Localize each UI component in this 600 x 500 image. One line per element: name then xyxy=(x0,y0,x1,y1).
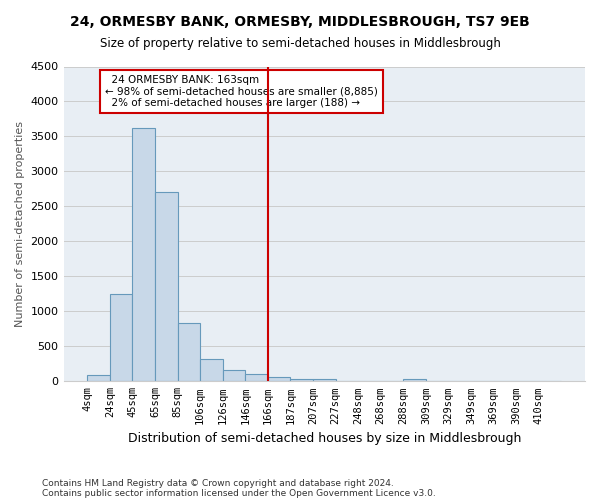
Bar xyxy=(403,379,426,382)
Bar xyxy=(133,128,155,382)
Bar xyxy=(155,192,178,382)
Y-axis label: Number of semi-detached properties: Number of semi-detached properties xyxy=(15,121,25,327)
X-axis label: Distribution of semi-detached houses by size in Middlesbrough: Distribution of semi-detached houses by … xyxy=(128,432,521,445)
Bar xyxy=(223,370,245,382)
Text: 24 ORMESBY BANK: 163sqm  
← 98% of semi-detached houses are smaller (8,885)
  2%: 24 ORMESBY BANK: 163sqm ← 98% of semi-de… xyxy=(106,75,378,108)
Bar xyxy=(245,374,268,382)
Bar xyxy=(200,359,223,382)
Text: Size of property relative to semi-detached houses in Middlesbrough: Size of property relative to semi-detach… xyxy=(100,38,500,51)
Text: 24, ORMESBY BANK, ORMESBY, MIDDLESBROUGH, TS7 9EB: 24, ORMESBY BANK, ORMESBY, MIDDLESBROUGH… xyxy=(70,15,530,29)
Bar xyxy=(110,294,133,382)
Bar xyxy=(268,377,290,382)
Text: Contains public sector information licensed under the Open Government Licence v3: Contains public sector information licen… xyxy=(42,488,436,498)
Bar xyxy=(87,375,110,382)
Bar xyxy=(178,322,200,382)
Bar xyxy=(313,379,335,382)
Text: Contains HM Land Registry data © Crown copyright and database right 2024.: Contains HM Land Registry data © Crown c… xyxy=(42,478,394,488)
Bar xyxy=(290,378,313,382)
